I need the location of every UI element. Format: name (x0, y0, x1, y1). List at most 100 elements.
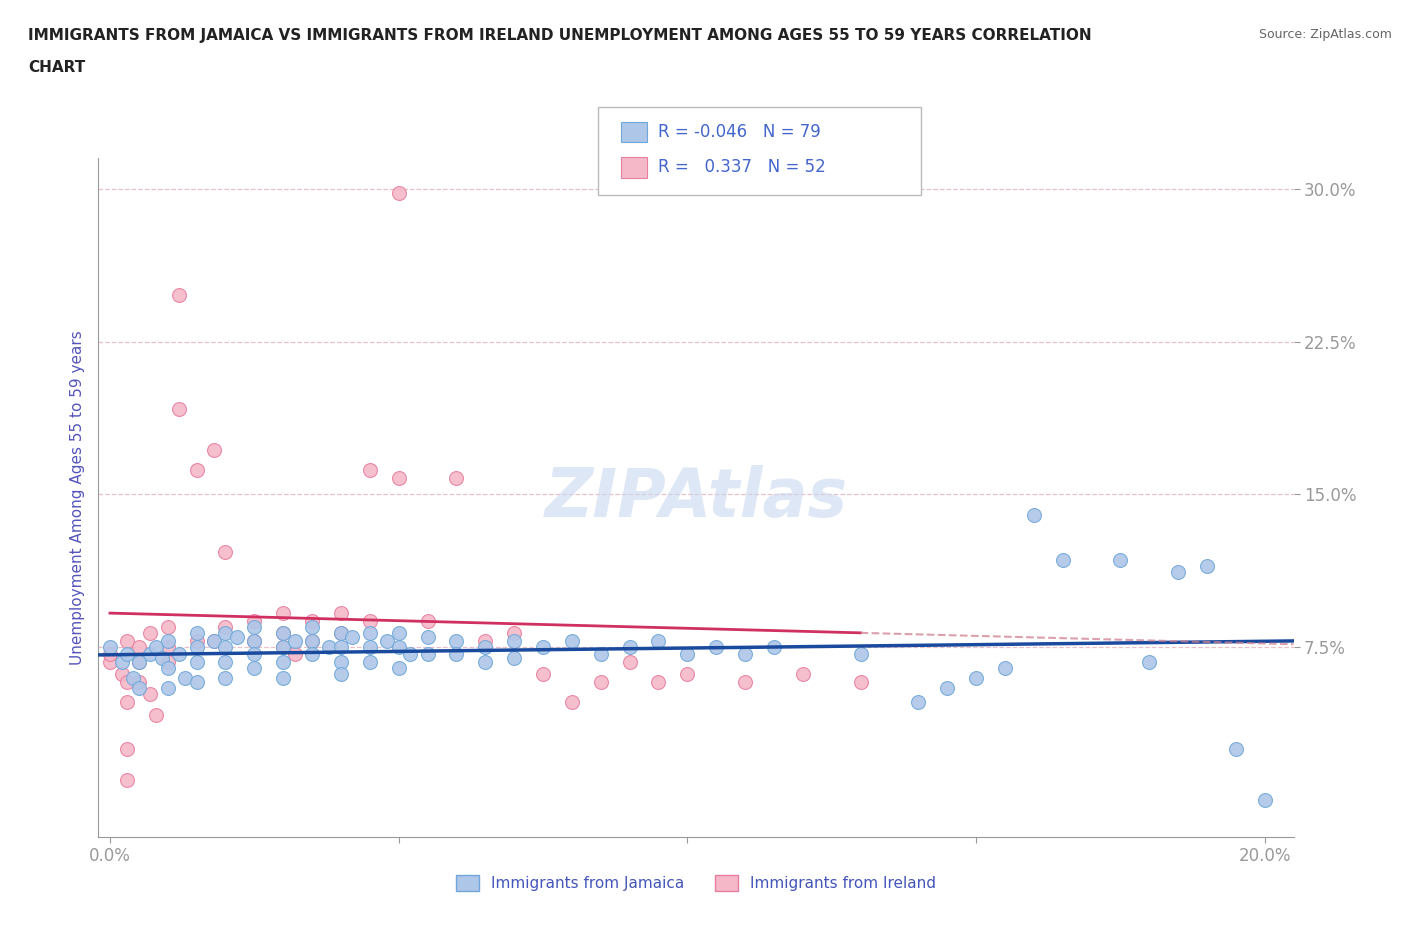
Point (139, 687, 162, 702)
Point (271, 654, 294, 669)
Point (301, 619, 323, 634)
Point (849, 674, 872, 689)
Text: ZIPAtlas: ZIPAtlas (544, 465, 848, 530)
Point (186, 634, 208, 649)
Y-axis label: Unemployment Among Ages 55 to 59 years: Unemployment Among Ages 55 to 59 years (69, 330, 84, 665)
Point (122, 671, 145, 685)
Point (145, 707, 167, 722)
Point (359, 614, 381, 629)
Point (359, 626, 381, 641)
Point (271, 640, 294, 655)
Point (117, 674, 139, 689)
Point (503, 650, 526, 665)
Point (284, 634, 307, 649)
Point (388, 471, 411, 485)
Point (117, 742, 139, 757)
Point (1253, 793, 1275, 808)
Point (167, 646, 190, 661)
Point (243, 634, 266, 649)
Point (214, 671, 236, 685)
Point (388, 626, 411, 641)
Point (202, 634, 225, 649)
Text: R =   0.337   N = 52: R = 0.337 N = 52 (658, 158, 825, 177)
Point (474, 640, 496, 655)
Point (704, 640, 727, 655)
Point (1022, 508, 1045, 523)
Point (318, 640, 340, 655)
Point (98, 646, 121, 661)
Point (375, 634, 398, 649)
Point (284, 646, 307, 661)
Point (416, 630, 439, 644)
Point (329, 640, 352, 655)
Point (342, 630, 364, 644)
Text: Source: ZipAtlas.com: Source: ZipAtlas.com (1258, 28, 1392, 41)
Point (186, 462, 208, 477)
Point (271, 605, 294, 620)
Point (156, 619, 179, 634)
Point (647, 634, 669, 649)
Point (589, 646, 612, 661)
Point (1137, 654, 1160, 669)
Point (271, 626, 294, 641)
Point (150, 650, 173, 665)
Point (156, 681, 179, 696)
Point (1195, 558, 1218, 573)
Point (301, 634, 323, 649)
Point (156, 634, 179, 649)
Point (226, 630, 249, 644)
Point (128, 640, 150, 655)
Point (474, 634, 496, 649)
Point (329, 605, 352, 620)
Point (167, 287, 190, 302)
Point (186, 654, 208, 669)
Point (965, 671, 987, 685)
Point (619, 640, 641, 655)
Point (1109, 552, 1132, 567)
Point (128, 654, 150, 669)
Point (243, 646, 266, 661)
Point (214, 544, 236, 559)
Point (98, 654, 121, 669)
Point (128, 654, 150, 669)
Point (416, 614, 439, 629)
Point (186, 674, 208, 689)
Point (117, 634, 139, 649)
Point (128, 674, 150, 689)
Point (117, 695, 139, 710)
Point (117, 773, 139, 788)
Point (416, 646, 439, 661)
Point (98, 640, 121, 655)
Point (446, 646, 468, 661)
Point (907, 695, 929, 710)
Point (531, 640, 554, 655)
Point (388, 185, 411, 200)
Point (243, 660, 266, 675)
Point (186, 626, 208, 641)
Point (243, 634, 266, 649)
Point (243, 619, 266, 634)
Point (734, 674, 756, 689)
Point (388, 660, 411, 675)
Point (1052, 552, 1074, 567)
Point (676, 667, 699, 682)
Text: R = -0.046   N = 79: R = -0.046 N = 79 (658, 123, 821, 141)
Point (474, 654, 496, 669)
Point (647, 674, 669, 689)
Point (139, 626, 162, 641)
Point (329, 626, 352, 641)
Point (1167, 565, 1189, 579)
Point (388, 640, 411, 655)
Point (271, 626, 294, 641)
Point (214, 640, 236, 655)
Point (446, 471, 468, 485)
Point (167, 402, 190, 417)
Text: CHART: CHART (28, 60, 86, 75)
Point (301, 646, 323, 661)
Point (619, 654, 641, 669)
Point (531, 667, 554, 682)
Point (156, 654, 179, 669)
Point (994, 660, 1017, 675)
Point (676, 646, 699, 661)
Point (503, 626, 526, 641)
